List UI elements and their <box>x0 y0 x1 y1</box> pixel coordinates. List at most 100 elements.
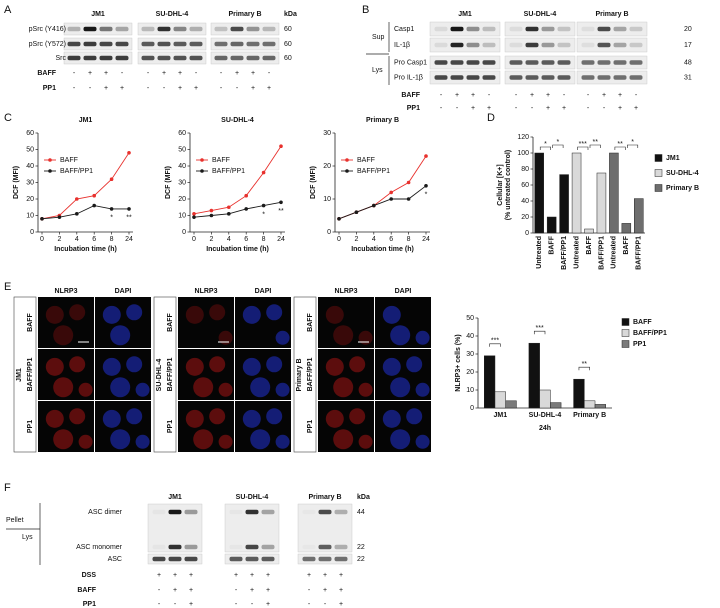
x-tick-label: 2 <box>57 236 61 243</box>
data-point <box>389 197 394 201</box>
band <box>229 556 243 562</box>
legend-swatch <box>621 340 630 348</box>
legend-label: JM1 <box>666 155 680 162</box>
band <box>466 26 480 32</box>
treatment-sign: - <box>515 92 518 99</box>
band <box>525 42 539 48</box>
y-tick-label: 0 <box>327 229 331 236</box>
band <box>466 75 480 80</box>
band <box>157 55 171 61</box>
band <box>482 60 496 65</box>
x-axis-label: Incubation time (h) <box>54 246 117 253</box>
x-tick-label: 2 <box>354 236 358 243</box>
cell <box>193 377 214 398</box>
legend-swatch <box>621 329 630 337</box>
legend-label: BAFF/PP1 <box>212 168 245 175</box>
cell <box>242 305 261 324</box>
significance: * <box>425 192 428 199</box>
blot-image <box>63 51 133 65</box>
treatment-label: BAFF <box>37 70 56 77</box>
band <box>184 509 198 515</box>
y-tick-label: 0 <box>182 229 186 236</box>
cell <box>275 330 290 345</box>
cell <box>325 357 344 376</box>
band <box>541 26 555 32</box>
cell <box>45 357 64 376</box>
band <box>434 60 448 65</box>
treatment-sign: - <box>635 92 638 99</box>
treatment-sign: + <box>250 587 254 594</box>
row-label: BAFF <box>307 312 314 331</box>
band <box>230 545 243 549</box>
band <box>581 60 595 65</box>
cell <box>406 356 423 373</box>
cell <box>382 409 401 428</box>
treatment-sign: - <box>147 85 150 92</box>
cell <box>266 356 283 373</box>
band <box>83 55 97 61</box>
treatment-sign: - <box>587 92 590 99</box>
cell-line-header: JM1 <box>458 11 472 18</box>
treatment-sign: - <box>515 105 518 112</box>
kda-value: 48 <box>684 59 692 66</box>
row-label: BAFF <box>27 312 34 331</box>
treatment-sign: + <box>162 70 166 77</box>
y-tick-label: 30 <box>178 179 186 186</box>
band <box>262 55 276 61</box>
cell-line-label: SU-DHL-4 <box>156 359 163 392</box>
chart-title: JM1 <box>79 117 93 124</box>
blot-image <box>210 37 280 51</box>
cell <box>110 325 131 346</box>
legend-marker <box>48 158 52 162</box>
series-line <box>338 185 427 220</box>
band <box>67 26 81 32</box>
band <box>189 26 203 32</box>
x-tick-label: 0 <box>337 236 341 243</box>
legend-label: BAFF <box>357 157 375 164</box>
y-axis-label: DCF (MFI) <box>13 166 20 199</box>
legend-marker <box>200 169 204 173</box>
band <box>141 41 155 47</box>
y-tick-label: 10 <box>178 212 186 219</box>
x-tick-label: 2 <box>209 236 213 243</box>
y-tick-label: 30 <box>26 179 34 186</box>
x-tick-label: Untreated <box>536 236 543 269</box>
x-tick-label: JM1 <box>494 412 508 419</box>
band <box>613 60 627 65</box>
data-point <box>92 193 96 198</box>
treatment-label: PP1 <box>83 601 96 608</box>
band <box>597 42 611 48</box>
data-point <box>406 180 411 185</box>
treatment-sign: - <box>456 105 459 112</box>
cell <box>110 377 131 398</box>
treatment-sign: - <box>324 601 327 608</box>
significance-bracket <box>577 146 589 150</box>
cell <box>349 408 366 425</box>
y-tick-label: 40 <box>466 333 474 340</box>
row-label: Pro IL-1β <box>394 74 423 81</box>
treatment-sign: + <box>307 572 311 579</box>
cell <box>45 305 64 324</box>
band <box>450 42 464 48</box>
bar <box>539 389 551 409</box>
band <box>152 556 166 562</box>
y-tick-label: 50 <box>466 315 474 322</box>
treatment-sign: - <box>235 601 238 608</box>
section-label: Lys <box>372 67 383 74</box>
band <box>509 42 523 48</box>
treatment-sign: - <box>174 601 177 608</box>
bar <box>596 172 607 234</box>
y-tick-label: 20 <box>466 369 474 376</box>
treatment-sign: + <box>618 92 622 99</box>
data-point <box>57 215 62 219</box>
band <box>525 26 539 32</box>
cell <box>415 330 430 345</box>
band <box>581 75 595 80</box>
legend-label: PP1 <box>633 341 646 348</box>
band <box>541 75 555 80</box>
band <box>230 55 244 61</box>
treatment-sign: + <box>178 85 182 92</box>
band <box>168 556 182 562</box>
significance: *** <box>536 325 544 332</box>
x-tick-label: 4 <box>227 236 231 243</box>
